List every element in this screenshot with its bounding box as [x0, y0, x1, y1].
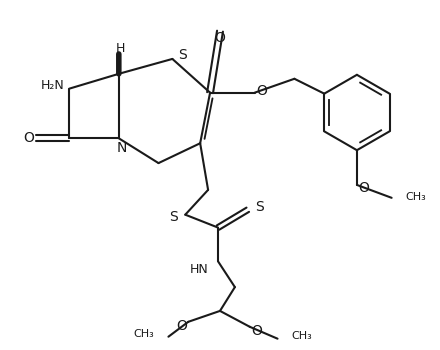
Text: CH₃: CH₃	[406, 192, 426, 202]
Text: O: O	[176, 319, 187, 333]
Text: O: O	[359, 181, 369, 195]
Text: O: O	[256, 84, 267, 98]
Text: S: S	[255, 200, 264, 214]
Text: S: S	[178, 48, 187, 62]
Text: O: O	[215, 31, 225, 45]
Text: O: O	[23, 131, 34, 145]
Text: S: S	[169, 210, 178, 224]
Text: O: O	[251, 324, 262, 338]
Text: H₂N: H₂N	[40, 79, 64, 92]
Text: H: H	[116, 42, 125, 55]
Text: HN: HN	[189, 263, 208, 276]
Text: N: N	[117, 141, 127, 155]
Text: CH₃: CH₃	[134, 329, 154, 339]
Text: CH₃: CH₃	[291, 331, 312, 341]
